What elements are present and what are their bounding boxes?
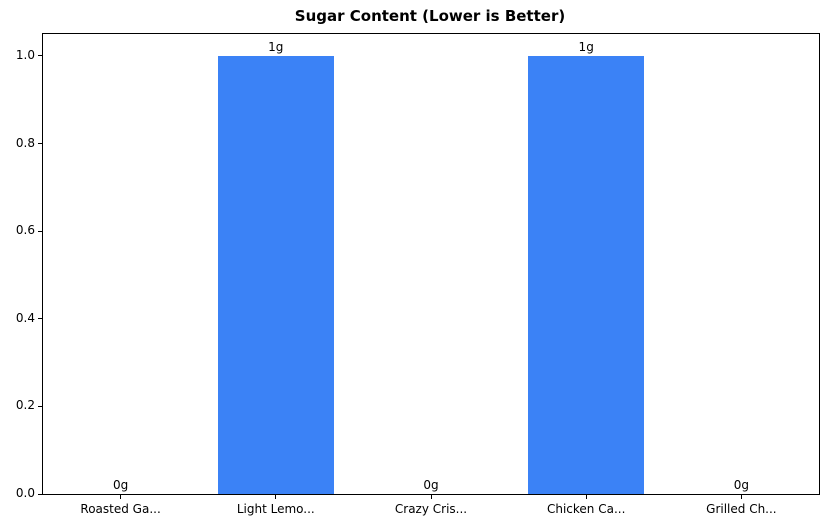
y-axis-tick xyxy=(38,230,43,232)
y-axis-tick xyxy=(38,318,43,320)
y-axis-tick xyxy=(38,405,43,407)
x-axis-tick xyxy=(430,494,432,499)
chart-title: Sugar Content (Lower is Better) xyxy=(294,7,566,25)
y-axis-tick-label: 0.2 xyxy=(15,398,35,413)
x-axis-category-label: Crazy Cris... xyxy=(394,502,468,516)
y-axis-tick-label: 1.0 xyxy=(15,47,35,62)
bar-value-label: 0g xyxy=(112,478,129,492)
bar-value-label: 1g xyxy=(578,39,594,54)
bar-value-label: 0g xyxy=(733,478,750,492)
y-axis-tick-label: 0.6 xyxy=(15,223,35,238)
x-axis-tick xyxy=(740,494,742,499)
x-axis-category-label: Grilled Ch... xyxy=(706,502,777,516)
x-axis-category-label: Roasted Ga... xyxy=(80,502,161,516)
y-axis-tick xyxy=(38,143,43,145)
plot-area: 0.0 0.2 0.4 0.6 0.8 1.0 0g Roasted Ga... 1g Light… xyxy=(16,33,820,516)
bar-value-label: 0g xyxy=(423,478,439,492)
x-axis-tick xyxy=(120,494,122,499)
bar xyxy=(528,55,645,494)
y-axis-tick-label: 0.4 xyxy=(15,310,35,325)
y-axis-tick xyxy=(38,55,43,57)
x-axis-category-label: Chicken Ca... xyxy=(546,502,626,516)
y-axis-tick xyxy=(38,493,43,495)
y-axis-tick-label: 0.8 xyxy=(15,135,35,150)
x-axis-tick xyxy=(585,494,587,499)
x-axis-category-label: Light Lemo... xyxy=(236,502,315,516)
y-axis-tick-label: 0.0 xyxy=(15,486,35,500)
x-axis-tick xyxy=(275,494,277,499)
bar-value-label: 1g xyxy=(268,39,284,54)
bar xyxy=(217,55,334,494)
